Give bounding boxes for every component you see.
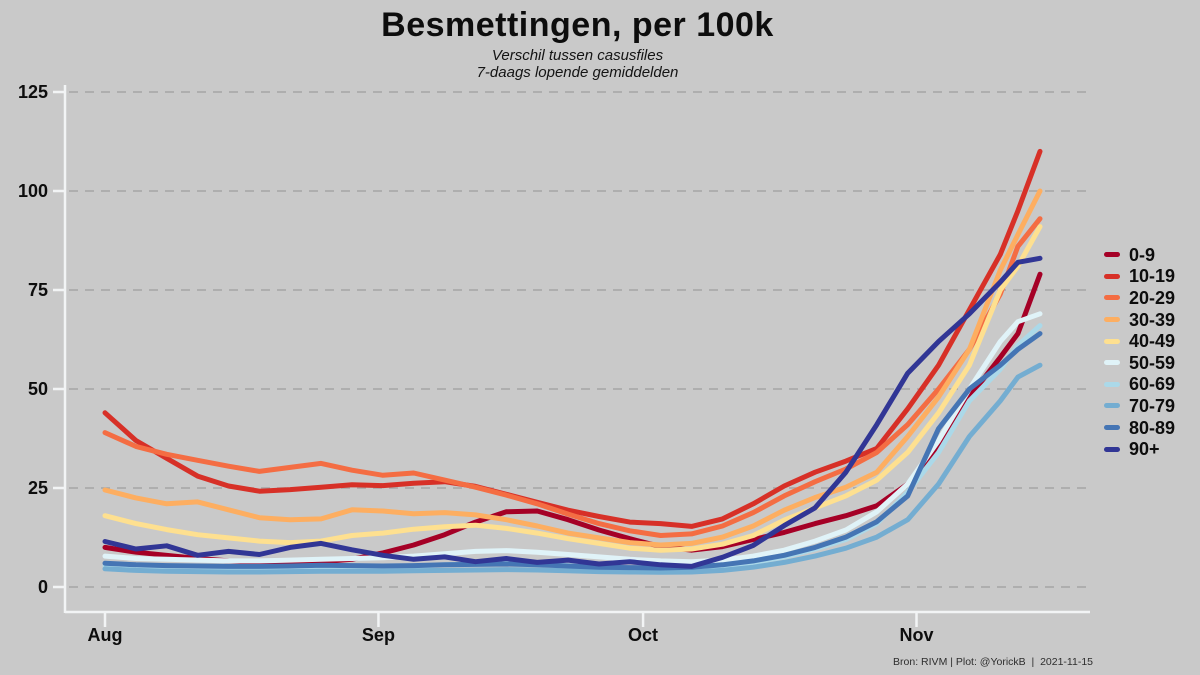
y-tick-label: 0 — [38, 577, 48, 597]
y-tick-label: 75 — [28, 280, 48, 300]
legend-swatch-40-49 — [1104, 338, 1120, 344]
legend-swatch-0-9 — [1104, 252, 1120, 258]
legend-item-20-29: 20-29 — [1104, 287, 1175, 309]
chart-subtitle-line2: 7-daags lopende gemiddelden — [476, 64, 679, 81]
series-line-50-59 — [102, 311, 1043, 565]
legend-item-90+: 90+ — [1104, 438, 1175, 460]
legend-label-0-9: 0-9 — [1129, 244, 1156, 265]
series-line-70-79 — [102, 362, 1043, 575]
x-tick-label: Aug — [88, 625, 123, 645]
series-line-90+ — [102, 255, 1043, 569]
legend: 0-9 10-19 20-29 30-39 40-49 50-59 60-69 70-79 80… — [1104, 244, 1175, 460]
legend-label-40-49: 40-49 — [1129, 331, 1176, 352]
legend-label-80-89: 80-89 — [1129, 417, 1176, 438]
chart-subtitle-line1: Verschil tussen casusfiles — [491, 47, 664, 64]
y-tick-label: 25 — [28, 478, 48, 498]
legend-label-50-59: 50-59 — [1129, 352, 1176, 373]
legend-swatch-20-29 — [1104, 295, 1120, 301]
legend-item-10-19: 10-19 — [1104, 266, 1175, 288]
legend-item-50-59: 50-59 — [1104, 352, 1175, 374]
legend-item-40-49: 40-49 — [1104, 330, 1175, 352]
legend-swatch-10-19 — [1104, 273, 1120, 279]
x-tick-label: Nov — [900, 625, 934, 645]
legend-label-90+: 90+ — [1129, 439, 1160, 460]
source-caption: Bron: RIVM | Plot: @YorickB | 2021-11-15 — [893, 656, 1093, 668]
y-tick-label: 125 — [18, 82, 48, 102]
series-line-30-39 — [102, 188, 1043, 548]
legend-swatch-50-59 — [1104, 360, 1120, 366]
legend-item-30-39: 30-39 — [1104, 309, 1175, 331]
legend-label-30-39: 30-39 — [1129, 309, 1176, 330]
series-line-40-49 — [102, 224, 1043, 553]
chart-title: Besmettingen, per 100k — [381, 6, 774, 44]
legend-label-20-29: 20-29 — [1129, 287, 1176, 308]
legend-swatch-70-79 — [1104, 403, 1120, 409]
series-line-80-89 — [102, 331, 1043, 571]
legend-item-70-79: 70-79 — [1104, 395, 1175, 417]
legend-label-10-19: 10-19 — [1129, 266, 1176, 287]
x-tick-label: Oct — [628, 625, 658, 645]
legend-item-0-9: 0-9 — [1104, 244, 1175, 266]
y-tick-label: 50 — [28, 379, 48, 399]
legend-item-60-69: 60-69 — [1104, 374, 1175, 396]
legend-label-70-79: 70-79 — [1129, 395, 1176, 416]
legend-swatch-30-39 — [1104, 317, 1120, 323]
legend-swatch-80-89 — [1104, 425, 1120, 431]
legend-item-80-89: 80-89 — [1104, 417, 1175, 439]
legend-label-60-69: 60-69 — [1129, 374, 1176, 395]
y-tick-label: 100 — [18, 181, 48, 201]
legend-swatch-90+ — [1104, 446, 1120, 452]
legend-swatch-60-69 — [1104, 381, 1120, 387]
x-tick-label: Sep — [362, 625, 395, 645]
series-line-10-19 — [102, 148, 1043, 529]
series-line-20-29 — [102, 216, 1043, 538]
